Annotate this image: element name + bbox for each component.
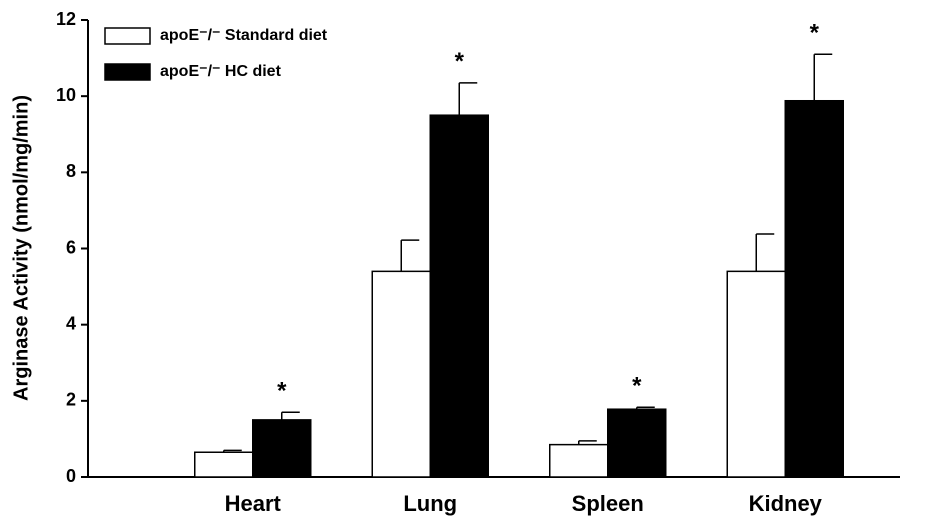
- y-tick-label: 6: [66, 237, 76, 257]
- y-tick-label: 10: [56, 85, 76, 105]
- legend-label: apoE⁻/⁻ Standard diet: [160, 27, 328, 44]
- x-tick-label: Heart: [225, 491, 282, 516]
- bar: [194, 451, 254, 478]
- bar: [784, 99, 844, 478]
- bar: [371, 270, 431, 478]
- x-tick-label: Spleen: [572, 491, 644, 516]
- legend-label: apoE⁻/⁻ HC diet: [160, 63, 282, 80]
- y-tick-label: 12: [56, 9, 76, 29]
- y-tick-label: 2: [66, 390, 76, 410]
- annotation: *: [632, 373, 642, 400]
- x-tick-label: Lung: [403, 491, 457, 516]
- annotation: *: [455, 48, 465, 75]
- legend-swatch: [104, 63, 151, 81]
- bar: [607, 408, 667, 478]
- x-tick-label: Kidney: [749, 491, 823, 516]
- y-axis-label: Arginase Activity (nmol/mg/min): [10, 95, 32, 401]
- bar: [726, 270, 786, 478]
- bar: [252, 419, 312, 478]
- annotation: *: [810, 20, 820, 47]
- legend-swatch: [104, 27, 151, 45]
- y-tick-label: 0: [66, 466, 76, 486]
- bar: [429, 114, 489, 478]
- y-tick-label: 4: [66, 313, 76, 333]
- bar: [549, 443, 609, 478]
- y-tick-label: 8: [66, 161, 76, 181]
- annotation: *: [277, 378, 287, 405]
